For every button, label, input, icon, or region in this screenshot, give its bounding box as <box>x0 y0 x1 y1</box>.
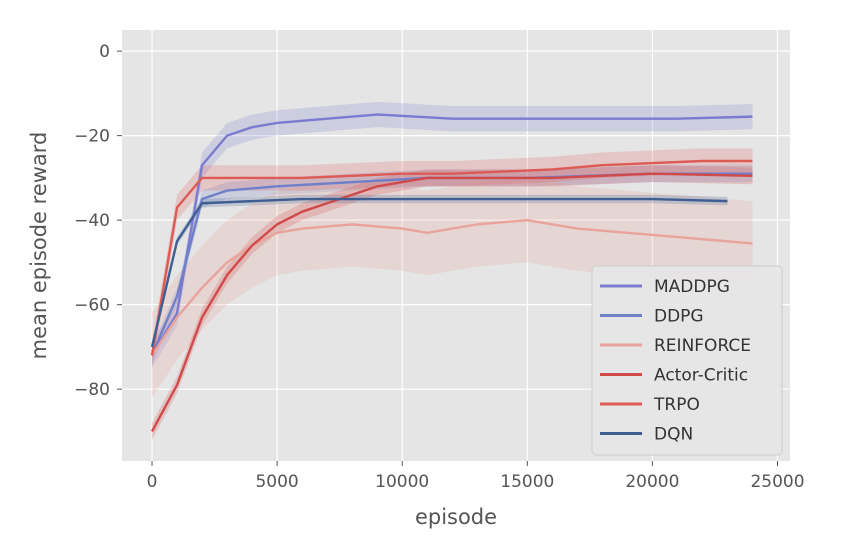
legend-label: REINFORCE <box>654 336 751 356</box>
series-line-trpo <box>150 159 753 356</box>
legend-box <box>591 265 783 456</box>
axis-ticks: 0 5000 10000 15000 20000 25000 0 −20 −40 −60 −80 <box>74 42 804 492</box>
series-line-maddpg <box>150 113 753 356</box>
series-lines <box>150 113 753 432</box>
legend-label: TRPO <box>653 395 700 415</box>
x-tick-label: 10000 <box>375 472 429 492</box>
y-tick-label: −40 <box>74 211 110 231</box>
x-tick-label: 0 <box>147 472 158 492</box>
band-maddpg <box>152 101 753 369</box>
x-axis-label: episode <box>415 505 497 529</box>
series-line-reinforce <box>151 218 753 357</box>
confidence-bands <box>152 101 753 440</box>
x-tick-label: 20000 <box>625 472 679 492</box>
legend-label: Actor-Critic <box>654 366 748 386</box>
x-tick-label: 15000 <box>500 472 554 492</box>
y-axis-label: mean episode reward <box>27 132 51 360</box>
series-line-dqn <box>150 197 728 348</box>
y-tick-label: 0 <box>99 42 110 62</box>
band-trpo <box>152 148 753 369</box>
y-tick-label: −60 <box>74 296 110 316</box>
x-tick-label: 25000 <box>750 472 804 492</box>
legend-label: DDPG <box>654 307 704 327</box>
x-tick-label: 5000 <box>255 472 298 492</box>
band-reinforce <box>152 177 753 398</box>
legend: MADDPG DDPG REINFORCE Actor-Critic TRPO DQN <box>591 265 783 456</box>
y-tick-label: −80 <box>74 380 110 400</box>
legend-label: DQN <box>654 425 693 445</box>
legend-label: MADDPG <box>654 277 730 297</box>
y-tick-label: −20 <box>74 127 110 147</box>
